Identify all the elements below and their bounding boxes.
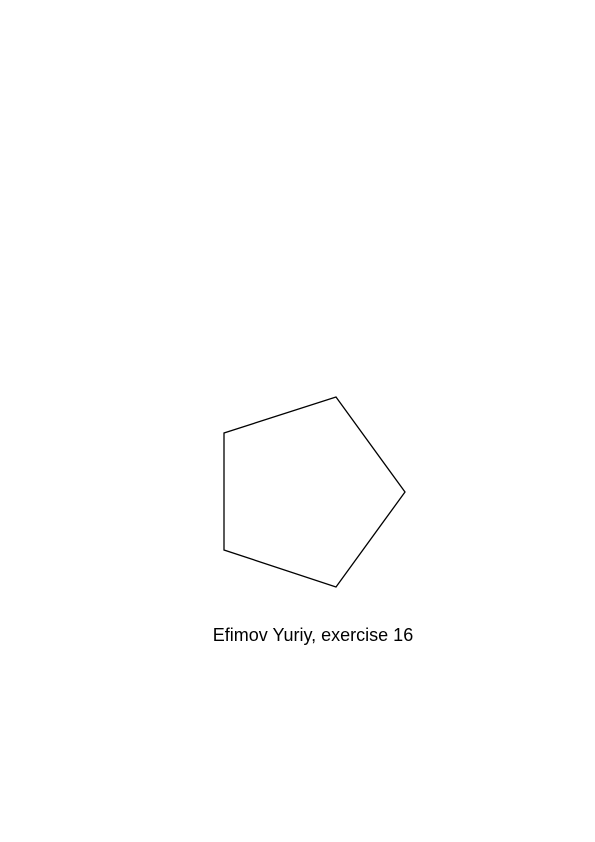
- figure-caption: Efimov Yuriy, exercise 16: [212, 625, 414, 645]
- pentagon-outline: [223, 396, 406, 588]
